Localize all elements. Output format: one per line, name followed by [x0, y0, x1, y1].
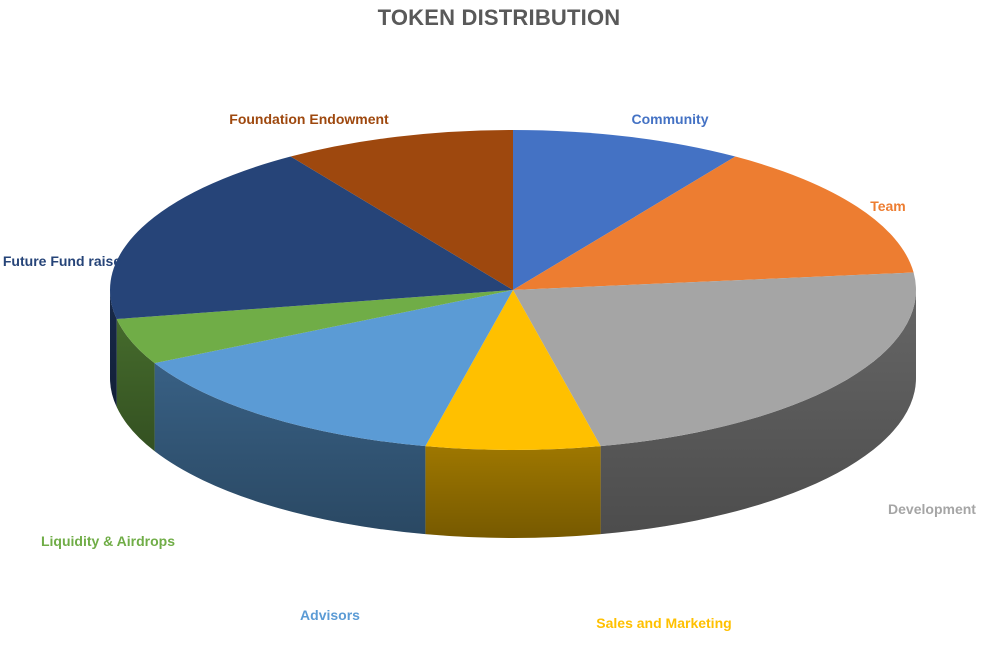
pie-slice-liquidity-and-airdrops — [116, 290, 514, 364]
pie-side-walls — [110, 290, 916, 539]
pie-slice-development — [513, 272, 916, 447]
pie-labels: Community Team Development Sales and Market… — [3, 111, 976, 631]
pie-slice-future-fund-raise — [109, 156, 513, 320]
slice-label-foundation-endowment: Foundation Endowment — [229, 111, 389, 127]
slice-label-development: Development — [888, 501, 976, 517]
pie-slice-community — [513, 130, 736, 290]
pie-slice-sales-and-marketing — [425, 290, 601, 450]
slice-label-sales-and-marketing: Sales and Marketing — [596, 615, 731, 631]
pie-slice-advisors — [154, 290, 514, 447]
side-wall-shade-advisors — [154, 363, 426, 535]
chart-title: TOKEN DISTRIBUTION — [377, 5, 621, 30]
slice-label-liquidity-and-airdrops: Liquidity & Airdrops — [41, 533, 175, 549]
side-wall-shade-sales-and-marketing — [425, 446, 601, 539]
pie-top-faces — [109, 130, 916, 450]
slice-label-advisors: Advisors — [300, 607, 360, 623]
side-wall-shade-development — [600, 290, 916, 535]
pie-slice-foundation-endowment — [290, 130, 513, 290]
side-wall-shade-liquidity-and-airdrops — [116, 319, 155, 452]
slice-label-community: Community — [632, 111, 709, 127]
slice-label-future-fund-raise: Future Fund raise — [3, 253, 121, 269]
pie-slice-team — [513, 156, 914, 290]
slice-label-team: Team — [870, 198, 906, 214]
side-wall-shade-future-fund-raise — [110, 290, 117, 408]
